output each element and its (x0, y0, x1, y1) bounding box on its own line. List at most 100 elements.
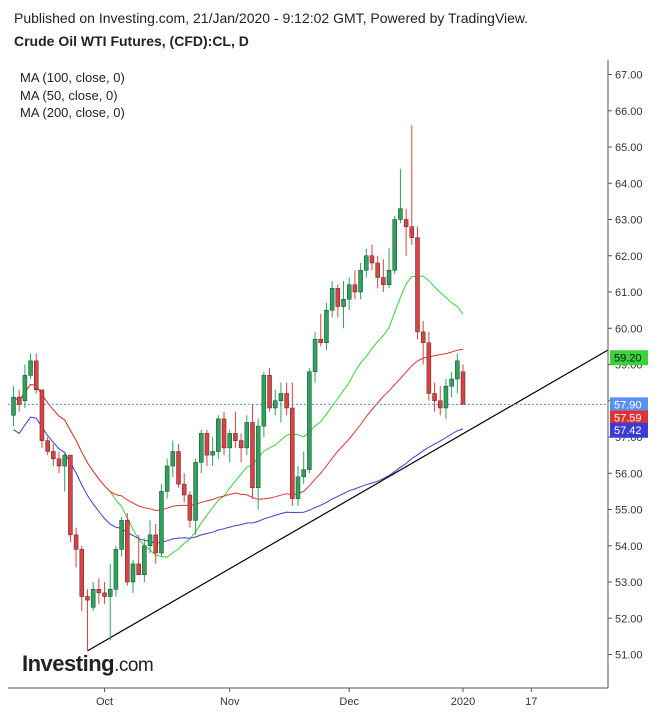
candle-body (352, 284, 358, 293)
candle-body (130, 563, 136, 583)
candle (142, 538, 147, 582)
candle-body (318, 338, 324, 343)
candle-body (432, 393, 437, 401)
candle-body (415, 237, 420, 333)
candle-body (107, 589, 113, 597)
candle-body (295, 476, 301, 499)
price-label-box (610, 410, 648, 426)
candle (255, 418, 261, 510)
candle (28, 353, 33, 379)
candle-body (164, 465, 170, 492)
candle-body (284, 393, 289, 409)
y-tick-label: 56.00 (615, 468, 643, 480)
candle (324, 302, 329, 350)
candle-body (170, 451, 176, 467)
candle (22, 364, 28, 408)
y-tick-label: 53.00 (615, 577, 643, 589)
candle-body (62, 454, 67, 467)
x-tick-label: 17 (525, 696, 537, 708)
x-tick-label: Nov (220, 696, 240, 708)
legend-ma50: MA (50, close, 0) (20, 88, 118, 103)
candle (62, 451, 67, 492)
candle (329, 281, 335, 318)
candle (136, 534, 141, 575)
candle-body (73, 534, 79, 550)
x-tick-label: 2020 (451, 696, 475, 708)
candle (369, 244, 375, 271)
price-label-box (610, 350, 648, 366)
trendline (87, 349, 609, 652)
candle (73, 527, 79, 568)
candle (221, 411, 227, 456)
candle (392, 215, 397, 274)
candle (45, 437, 50, 456)
y-tick-label: 64.00 (615, 178, 643, 190)
candle (386, 248, 392, 289)
candle-body (187, 494, 193, 521)
candle (312, 331, 318, 383)
price-label-box (610, 422, 648, 438)
chart-title: Crude Oil WTI Futures, (CFD):CL, D (14, 33, 249, 49)
candle (290, 382, 295, 506)
candle-body (364, 255, 369, 271)
candle (335, 284, 341, 318)
candle (364, 248, 369, 278)
candle-body (290, 407, 295, 499)
candle (210, 437, 215, 466)
candle (426, 331, 432, 401)
price-label: 57.90 (614, 399, 642, 411)
candle (96, 578, 102, 604)
candle-body (90, 589, 96, 608)
candle (284, 382, 289, 416)
candle-body (358, 270, 363, 293)
candle-body (125, 520, 130, 583)
candle (107, 563, 113, 640)
candle-body (272, 400, 278, 409)
price-label: 57.42 (614, 425, 642, 437)
candle (375, 255, 380, 289)
candle (147, 520, 153, 553)
candle (415, 226, 420, 340)
candle (164, 458, 170, 499)
moving-averages (13, 275, 464, 558)
candle (358, 263, 363, 300)
candle-body (79, 549, 85, 597)
candle-body (28, 360, 33, 376)
candle (295, 466, 301, 506)
candle-body (153, 534, 158, 554)
candle-body (341, 299, 346, 307)
legend-ma100: MA (100, close, 0) (20, 70, 125, 85)
candle (34, 353, 39, 394)
candle (56, 451, 62, 474)
y-tick-label: 54.00 (615, 541, 643, 553)
y-tick-label: 52.00 (615, 613, 643, 625)
candle (318, 313, 324, 347)
ma100-line (13, 348, 464, 512)
legend-ma200: MA (200, close, 0) (20, 105, 125, 120)
candle (85, 589, 90, 651)
candle-body (386, 270, 392, 285)
candle-body (113, 549, 119, 590)
candle-body (233, 433, 238, 441)
candle-body (301, 469, 306, 478)
y-tick-label: 66.00 (615, 106, 643, 118)
candle (39, 389, 45, 448)
price-label-box (610, 397, 648, 413)
candle (11, 386, 16, 427)
candle-body (392, 219, 397, 271)
candle (443, 379, 449, 419)
candle-body (238, 440, 244, 449)
candle-body (119, 520, 124, 550)
candle-body (409, 226, 415, 238)
candle (51, 444, 56, 466)
candle-body (244, 422, 250, 449)
candle (438, 386, 443, 416)
y-tick-label: 51.00 (615, 650, 643, 662)
candle-body (85, 596, 90, 601)
candle (199, 429, 204, 474)
candle (272, 389, 278, 416)
candle-body (22, 375, 28, 401)
candle-body (255, 425, 261, 488)
candle-body (398, 208, 403, 220)
candle-body (449, 378, 454, 387)
